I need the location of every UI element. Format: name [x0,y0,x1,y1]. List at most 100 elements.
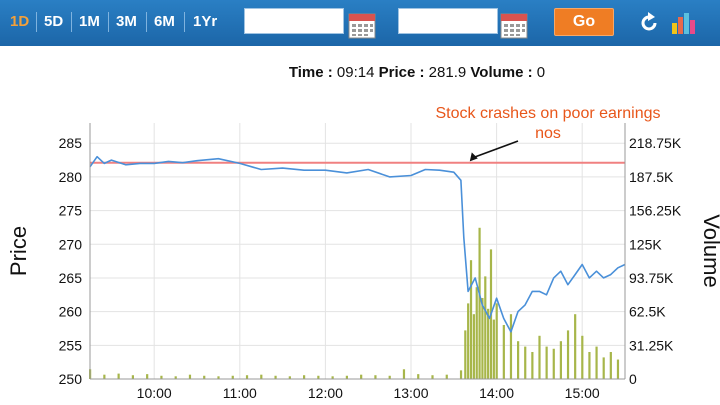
y-tick-label: 265 [59,270,83,286]
y2-tick-label: 31.25K [629,337,674,353]
volume-bar [602,357,605,379]
range-1yr-button[interactable]: 1Yr [193,13,218,30]
volume-bar [217,376,220,379]
bar-chart-icon[interactable] [670,10,696,36]
y-axis-title: Price [6,226,31,276]
volume-bar [469,260,473,379]
price-series-line [89,155,626,333]
divider [146,12,147,32]
y2-tick-label: 0 [629,371,637,387]
volume-bar [131,375,134,379]
volume-bar [203,375,206,379]
volume-bar [445,374,448,379]
volume-bar [531,351,534,379]
x-tick-label: 13:00 [393,385,428,401]
volume-bar [609,351,612,379]
annotation: Stock crashes on poor earnings nos [435,105,661,162]
axes [89,123,626,380]
volume-bar [374,375,377,379]
volume-bar [464,330,467,379]
volume-bar [231,375,234,379]
volume-bar [545,346,548,379]
volume-bar [103,374,106,379]
volume-bar [188,374,192,379]
price-value: 281.9 [428,64,467,81]
price-line [89,155,626,333]
volume-bar [552,348,555,379]
volume-bar [260,374,263,379]
x-tick-label: 14:00 [479,385,514,401]
y-tick-label: 255 [59,337,83,353]
y2-tick-label: 218.75K [629,135,682,151]
volume-bar [360,374,363,379]
go-button[interactable]: Go [554,8,614,36]
volume-bar [472,314,475,379]
volume-bar [574,314,577,379]
price-label: Price : [378,64,425,81]
volume-bar [459,370,463,379]
to-date-input[interactable] [398,8,498,34]
volume-bar [431,375,434,379]
volume-bar [481,297,484,379]
annotation-arrow-head [469,152,478,162]
volume-bar [502,324,505,379]
y2-tick-label: 187.5K [629,169,674,185]
volume-bar [478,227,481,379]
volume-bar [524,346,527,379]
volume-bar [492,319,495,379]
y2-axis-title: Volume [699,214,720,287]
y2-tick-label: 125K [629,236,662,252]
volume-bar [517,341,520,379]
annotation-text-line2: nos [535,125,561,142]
volume-bar [616,359,620,379]
divider [36,12,37,32]
volume-bar [245,375,249,379]
volume-bar [484,276,487,379]
volume-bar [538,335,541,379]
x-tick-label: 10:00 [137,385,172,401]
range-1d-button[interactable]: 1D [10,13,30,30]
volume-bar [288,376,291,379]
volume-bar [117,373,120,379]
range-6m-button[interactable]: 6M [154,13,175,30]
annotation-text-line1: Stock crashes on poor earnings [435,105,660,122]
volume-bar [467,303,470,379]
divider [184,12,185,32]
x-tick-label: 12:00 [308,385,343,401]
volume-bar [566,330,570,379]
calendar-icon[interactable] [348,11,376,39]
volume-bar [487,308,490,379]
volume-bar [174,376,177,379]
range-1m-button[interactable]: 1M [79,13,100,30]
y-tick-label: 270 [59,236,83,252]
volume-value: 0 [536,64,546,81]
y-tick-label: 250 [59,371,83,387]
x-tick-label: 11:00 [223,385,257,401]
volume-bar [475,287,478,379]
volume-bar [588,351,591,379]
volume-bar [274,375,277,379]
toolbar: 1D 5D 1M 3M 6M 1Yr Go [0,0,720,46]
volume-bar [388,375,391,379]
volume-bar [402,369,406,379]
volume-bar [146,374,149,379]
volume-bar [417,374,420,379]
crosshair-readout: Time : 09:14 Price : 281.9 Volume : 0 [0,64,720,81]
volume-bar [559,341,562,379]
time-value: 09:14 [336,64,375,81]
volume-label: Volume : [470,64,533,81]
volume-bars [89,227,620,379]
annotation-arrow-line [473,140,519,159]
volume-bar [595,346,598,379]
refresh-icon[interactable] [636,10,662,36]
volume-bar [317,375,320,379]
x-tick-label: 15:00 [565,385,600,401]
from-date-input[interactable] [244,8,344,34]
range-5d-button[interactable]: 5D [44,13,64,30]
range-3m-button[interactable]: 3M [116,13,137,30]
calendar-icon[interactable] [500,11,528,39]
axis-labels: 285 218.75K 280 187.5K 275 156.25K 270 125K 265 9… [6,135,720,401]
y-tick-label: 275 [59,203,83,219]
y2-tick-label: 93.75K [629,270,674,286]
